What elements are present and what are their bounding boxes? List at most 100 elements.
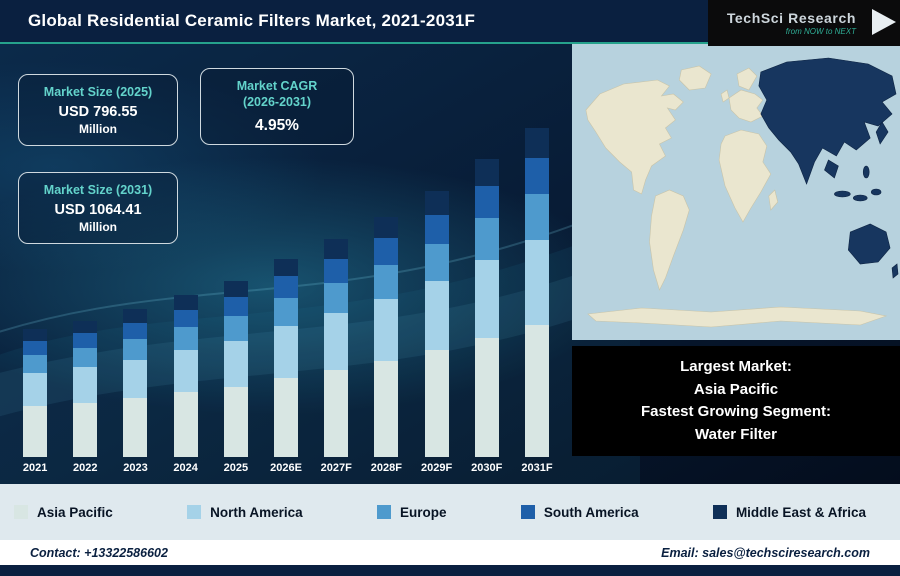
bar-segment-asia-pacific [324, 369, 349, 457]
bar-segment-asia-pacific [524, 325, 549, 457]
note-largest-market-label: Largest Market: [680, 358, 792, 375]
bar-segment-south-america [524, 157, 549, 194]
stacked-bar-chart: 2021 2022 2023 2024 2025 2026E 2027F 2028F 2029F… [10, 128, 562, 474]
bar-segment-south-america [274, 276, 299, 299]
bar-column-2021: 2021 [10, 329, 60, 474]
bar-segment-south-america [73, 333, 98, 349]
legend-label-north-america: North America [210, 504, 303, 520]
bar-segment-middle-east-africa [123, 309, 148, 323]
bar-segment-north-america [424, 281, 449, 351]
bar-segment-south-america [324, 258, 349, 283]
stacked-bar-2024 [173, 295, 198, 457]
bar-column-2026e: 2026E [261, 258, 311, 474]
asia-pacific-highlighted-region [758, 57, 899, 279]
bar-segment-north-america [524, 240, 549, 326]
bar-segment-south-america [474, 185, 499, 219]
bar-segment-north-america [374, 298, 399, 361]
bar-segment-north-america [223, 340, 248, 387]
bar-segment-asia-pacific [424, 350, 449, 457]
bar-segment-asia-pacific [474, 337, 499, 457]
stacked-bar-2030f [474, 158, 499, 457]
bar-column-2028f: 2028F [361, 216, 411, 474]
bar-segment-europe [374, 264, 399, 299]
legend-item-middle-east-africa: Middle East & Africa [712, 505, 866, 520]
bar-segment-europe [274, 298, 299, 326]
market-size-2031-card: Market Size (2031) USD 1064.41 Million [18, 172, 178, 245]
bar-column-2024: 2024 [161, 295, 211, 474]
bar-segment-middle-east-africa [474, 158, 499, 186]
bar-column-2029f: 2029F [412, 190, 462, 474]
bar-segment-middle-east-africa [524, 128, 549, 158]
stat-sublabel: (2026-2031) [242, 95, 312, 110]
bar-column-2025: 2025 [211, 281, 261, 474]
stat-unit: Million [79, 220, 117, 235]
legend-swatch-north-america [187, 505, 202, 519]
legend-label-asia-pacific: Asia Pacific [37, 504, 113, 520]
x-axis-label-2023: 2023 [123, 462, 148, 474]
bar-segment-europe [424, 243, 449, 282]
x-axis-label-2022: 2022 [73, 462, 98, 474]
stacked-bar-2021 [23, 329, 48, 457]
bar-segment-middle-east-africa [424, 190, 449, 215]
legend-swatch-europe [376, 505, 391, 519]
contact-phone: Contact: +13322586602 [30, 545, 168, 560]
bar-column-2030f: 2030F [462, 158, 512, 474]
bar-segment-north-america [173, 350, 198, 393]
bar-segment-south-america [374, 238, 399, 265]
logo-name: TechSci Research [726, 10, 856, 26]
bar-segment-middle-east-africa [324, 239, 349, 259]
stat-label: Market Size (2025) [43, 85, 153, 99]
x-axis-label-2031f: 2031F [521, 462, 553, 474]
legend-item-north-america: North America [187, 505, 303, 520]
bar-segment-asia-pacific [223, 386, 248, 457]
legend-label-europe: Europe [399, 504, 447, 520]
stat-value: 4.95% [255, 116, 299, 134]
bar-segment-middle-east-africa [23, 329, 48, 341]
bar-segment-middle-east-africa [374, 216, 399, 239]
legend-swatch-south-america [520, 505, 535, 519]
bar-column-2027f: 2027F [311, 239, 361, 474]
bar-column-2023: 2023 [110, 309, 160, 474]
market-cagr-card: Market CAGR (2026-2031) 4.95% [200, 68, 354, 145]
bar-segment-asia-pacific [374, 360, 399, 457]
x-axis-label-2028f: 2028F [370, 462, 402, 474]
bar-segment-europe [123, 338, 148, 360]
footer-bar [0, 565, 900, 576]
bar-segment-north-america [23, 372, 48, 406]
bar-segment-north-america [274, 326, 299, 378]
bar-column-2031f: 2031F [512, 128, 562, 474]
bar-segment-europe [223, 316, 248, 341]
market-size-2025-card: Market Size (2025) USD 796.55 Million [18, 74, 178, 147]
stacked-bar-2027f [324, 239, 349, 457]
bar-segment-asia-pacific [274, 377, 299, 457]
bar-segment-north-america [123, 359, 148, 398]
legend-item-asia-pacific: Asia Pacific [14, 505, 113, 520]
x-axis-label-2025: 2025 [223, 462, 249, 474]
x-axis-label-2021: 2021 [22, 462, 48, 474]
bar-segment-asia-pacific [23, 405, 48, 457]
x-axis-label-2026e: 2026E [270, 462, 302, 474]
note-fastest-segment-label: Fastest Growing Segment: [640, 403, 832, 420]
bar-segment-south-america [123, 322, 148, 339]
market-note: Largest Market: Asia Pacific Fastest Gro… [572, 346, 900, 456]
stacked-bar-2025 [223, 281, 248, 457]
stacked-bar-2022 [73, 321, 98, 457]
note-fastest-segment-value: Water Filter [695, 425, 777, 443]
bar-segment-middle-east-africa [223, 281, 248, 297]
legend-item-europe: Europe [376, 504, 447, 520]
bar-segment-north-america [474, 260, 499, 338]
bar-segment-south-america [173, 309, 198, 328]
bar-column-2022: 2022 [60, 321, 110, 474]
note-largest-market-value: Asia Pacific [693, 380, 779, 398]
legend-item-south-america: South America [520, 505, 639, 520]
chart-legend: Asia Pacific North America Europe South Ame… [0, 484, 900, 540]
legend-swatch-asia-pacific [14, 505, 28, 519]
bar-segment-asia-pacific [123, 397, 148, 457]
bar-segment-middle-east-africa [73, 321, 98, 334]
bar-segment-europe [324, 282, 349, 314]
bar-segment-europe [73, 348, 98, 368]
bar-segment-europe [173, 327, 198, 351]
stat-value: USD 796.55 [58, 104, 138, 121]
contact-email: Email: sales@techsciresearch.com [661, 545, 870, 560]
chart-panel: Market Size (2025) USD 796.55 Million Ma… [0, 44, 900, 484]
